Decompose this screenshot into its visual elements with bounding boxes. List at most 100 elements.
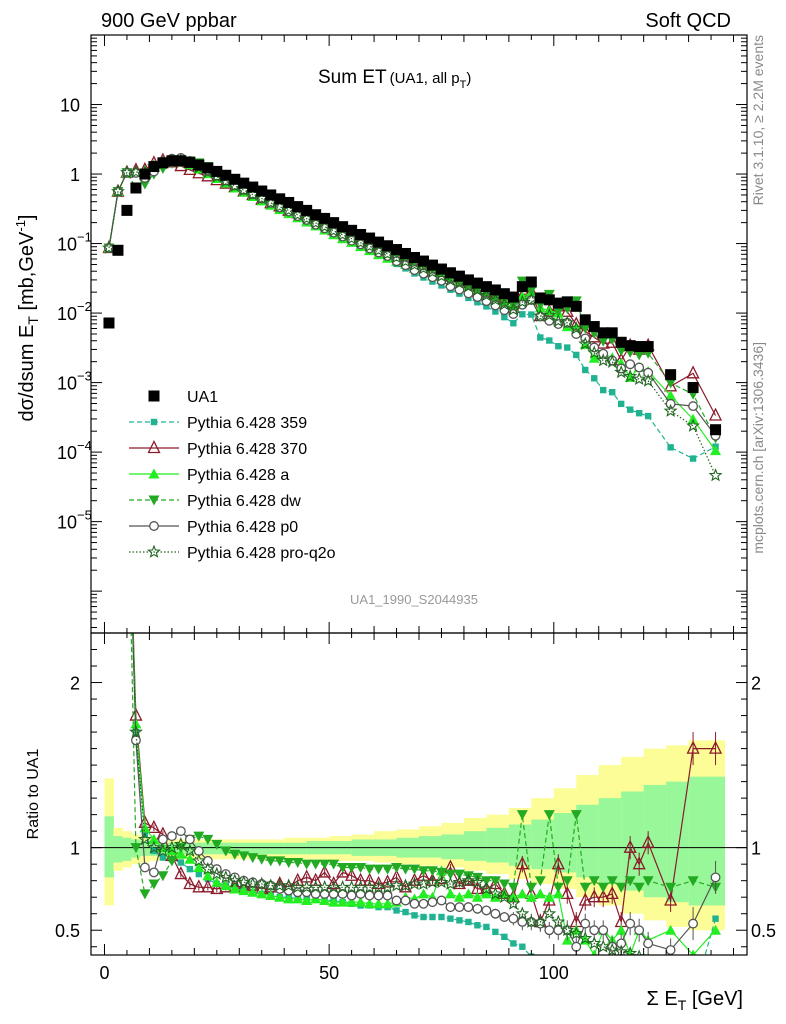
- main-point-pq2o: [596, 353, 611, 367]
- ratio-point-pq2o: [569, 926, 584, 940]
- ratio-point-p359: [420, 913, 427, 921]
- data-point-ua1: [184, 156, 196, 168]
- ratio-point-pq2o: [461, 873, 476, 887]
- main-y-label-main: dσ/dsum E: [16, 325, 38, 422]
- ratio-point-pdw: [453, 869, 465, 880]
- main-point-pdw: [665, 378, 677, 389]
- ratio-point-pdw: [444, 869, 456, 880]
- ratio-point-pp0: [130, 735, 141, 746]
- ratio-point-pq2o: [128, 724, 143, 738]
- ratio-point-pdw: [665, 882, 677, 893]
- ratio-point-pp0: [665, 945, 676, 955]
- legend-item-ua1: UA1: [148, 389, 218, 406]
- ratio-point-pa: [382, 898, 394, 909]
- watermark: UA1_1990_S2044935: [350, 592, 478, 607]
- plot-title-suffix-sub: T: [460, 79, 467, 91]
- ratio-point-pdw: [525, 882, 537, 893]
- ratio-point-pq2o: [173, 837, 188, 851]
- ratio-point-p370: [605, 885, 619, 900]
- ratio-point-pa: [319, 895, 331, 906]
- ratio-point-p370: [578, 892, 592, 906]
- ratio-point-pa: [570, 924, 582, 935]
- main-y-tick-base: 10: [57, 513, 77, 533]
- data-point-ua1: [471, 277, 483, 289]
- band-green-bin: [463, 831, 487, 861]
- main-point-pp0: [625, 359, 636, 370]
- ratio-point-pq2o: [380, 879, 395, 894]
- ratio-point-pa: [211, 876, 223, 887]
- legend-item-p370: Pythia 6.428 370: [129, 440, 307, 458]
- data-point-ua1: [292, 201, 304, 213]
- ratio-point-pq2o: [443, 876, 458, 890]
- data-point-ua1: [247, 181, 259, 193]
- legend-item-p359: Pythia 6.428 359: [129, 415, 307, 432]
- main-point-p359: [582, 366, 589, 374]
- data-point-ua1: [453, 270, 465, 282]
- main-point-pq2o: [587, 345, 602, 359]
- ratio-point-pp0: [418, 898, 429, 909]
- ratio-point-pa: [690, 949, 697, 955]
- band-green-bin: [261, 842, 285, 855]
- ratio-point-pp0: [139, 862, 150, 873]
- ratio-series-pdw: [130, 633, 722, 900]
- ratio-point-pq2o: [254, 876, 269, 890]
- ratio-point-pdw: [202, 834, 214, 845]
- ratio-point-pdw: [166, 856, 178, 867]
- ratio-point-p370: [291, 872, 305, 886]
- ratio-point-p359: [438, 913, 445, 921]
- ratio-point-pp0: [517, 917, 528, 927]
- main-point-pp0: [688, 401, 699, 412]
- ratio-point-pa: [543, 891, 555, 902]
- ratio-point-pdw: [391, 862, 403, 873]
- ratio-point-pp0: [229, 872, 240, 883]
- main-point-pp0: [634, 362, 645, 373]
- ratio-point-pa: [591, 949, 598, 955]
- ratio-point-p359: [402, 908, 409, 916]
- ratio-point-pa: [417, 888, 429, 899]
- main-y-tick-base: 10: [57, 374, 77, 394]
- main-y-tick-exponent: −3: [77, 369, 92, 384]
- ratio-point-p370: [686, 740, 700, 754]
- ratio-point-pa: [148, 833, 160, 844]
- data-point-ua1: [409, 252, 421, 264]
- ratio-point-pdw: [346, 862, 358, 873]
- ratio-point-pp0: [346, 890, 357, 901]
- ratio-point-p359: [636, 991, 642, 997]
- ratio-point-pq2o: [587, 936, 602, 950]
- ratio-point-p370: [121, 428, 132, 439]
- plot-title-suffix: (UA1, all p: [390, 70, 460, 87]
- ratio-point-p359: [582, 978, 588, 984]
- ratio-point-pa: [229, 883, 241, 894]
- ratio-point-p370: [183, 876, 197, 890]
- legend-marker-ua1: [148, 390, 160, 402]
- ratio-line-pdw: [130, 633, 716, 896]
- main-point-pp0: [409, 265, 420, 275]
- main-point-p359: [626, 406, 634, 413]
- main-y-tick-exponent: −5: [77, 508, 92, 523]
- ratio-point-p370: [664, 892, 678, 906]
- main-y-tick-label: 10−3: [57, 369, 92, 394]
- ratio-point-pdw: [534, 876, 546, 887]
- band-green-bin: [486, 827, 510, 863]
- ratio-point-pdw: [130, 843, 142, 854]
- ratio-point-p359: [411, 912, 418, 919]
- ratio-point-pa: [710, 924, 722, 935]
- ratio-point-pdw: [426, 866, 438, 877]
- ratio-point-pdw: [435, 867, 447, 878]
- x-tick-label: 0: [99, 963, 109, 983]
- main-point-p359: [644, 412, 652, 420]
- main-y-tick-base: 10: [57, 443, 77, 463]
- ratio-point-pa: [373, 898, 385, 909]
- main-point-p370: [686, 365, 700, 379]
- main-point-pdw: [597, 336, 609, 347]
- ratio-point-pdw: [687, 876, 699, 887]
- ratio-y-tick-label-right: 1: [751, 839, 761, 859]
- ratio-point-p359: [510, 940, 517, 947]
- ratio-point-pdw: [265, 856, 277, 867]
- ratio-point-pa: [534, 888, 546, 899]
- main-point-pa: [665, 390, 677, 401]
- ratio-point-pa: [453, 891, 465, 902]
- main-y-tick-label: 10: [60, 96, 80, 116]
- ratio-point-pdw: [211, 839, 223, 850]
- legend-marker-pdw: [148, 495, 160, 506]
